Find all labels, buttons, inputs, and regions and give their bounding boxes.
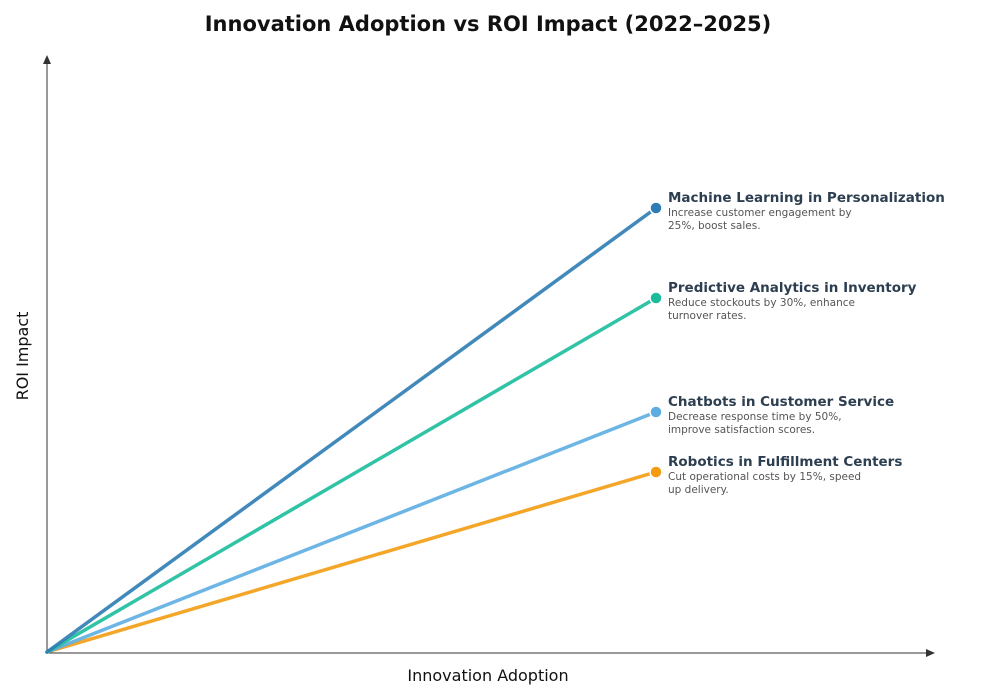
x-axis-arrow xyxy=(926,649,935,657)
series-layer xyxy=(45,206,658,654)
series-description-line: up delivery. xyxy=(668,484,729,496)
series-description-line: improve satisfaction scores. xyxy=(668,424,815,436)
series-description-line: Decrease response time by 50%, xyxy=(668,411,842,423)
series-description-line: Increase customer engagement by xyxy=(668,207,852,219)
series-endpoint xyxy=(649,201,663,215)
y-axis-arrow xyxy=(43,55,51,64)
series-endpoint xyxy=(649,405,663,419)
series-description-line: Cut operational costs by 15%, speed xyxy=(668,471,861,483)
x-axis-label: Innovation Adoption xyxy=(407,666,568,685)
series-name-label: Chatbots in Customer Service xyxy=(668,394,894,410)
series-name-label: Robotics in Fulfillment Centers xyxy=(668,454,902,470)
series-endpoint xyxy=(649,291,663,305)
chart-title: Innovation Adoption vs ROI Impact (2022–… xyxy=(205,12,772,36)
series-label-layer: Machine Learning in PersonalizationIncre… xyxy=(649,190,945,496)
series-line xyxy=(45,470,658,654)
series-name-label: Machine Learning in Personalization xyxy=(668,190,945,206)
series-line xyxy=(45,206,658,654)
series-name-label: Predictive Analytics in Inventory xyxy=(668,280,917,296)
y-axis-label: ROI Impact xyxy=(13,312,32,401)
series-endpoint xyxy=(649,465,663,479)
series-description-line: turnover rates. xyxy=(668,310,746,322)
series-line xyxy=(45,296,658,654)
series-line xyxy=(45,410,658,654)
series-description-line: 25%, boost sales. xyxy=(668,220,761,232)
series-description-line: Reduce stockouts by 30%, enhance xyxy=(668,297,855,309)
